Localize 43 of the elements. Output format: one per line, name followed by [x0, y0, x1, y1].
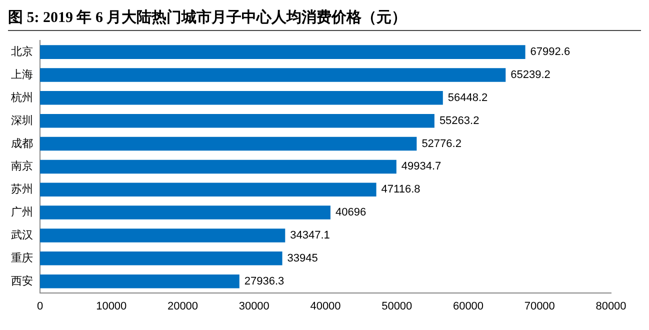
bar: [40, 91, 443, 105]
y-tick-label: 深圳: [11, 114, 33, 127]
chart-title: 图 5: 2019 年 6 月大陆热门城市月子中心人均消费价格（元）: [8, 8, 641, 31]
y-tick-label: 北京: [11, 45, 33, 58]
y-tick-label: 西安: [11, 274, 33, 288]
y-tick-label: 成都: [11, 136, 33, 150]
x-tick-label: 40000: [310, 300, 341, 312]
bar: [40, 274, 240, 288]
x-tick-label: 50000: [382, 300, 412, 312]
data-label: 49934.7: [401, 160, 442, 173]
x-tick-label: 30000: [238, 300, 270, 312]
x-tick-label: 70000: [524, 300, 555, 312]
x-tick-label: 10000: [96, 300, 127, 312]
data-label: 27936.3: [244, 275, 284, 288]
y-tick-label: 杭州: [10, 90, 33, 104]
data-label: 56448.2: [448, 92, 488, 104]
y-tick-label: 广州: [11, 206, 33, 219]
data-label: 55263.2: [439, 114, 480, 127]
bar: [40, 252, 282, 266]
y-tick-label: 武汉: [11, 228, 33, 242]
data-label: 33945: [287, 252, 318, 264]
bar: [40, 228, 286, 242]
bar: [40, 114, 434, 128]
x-tick-label: 20000: [167, 300, 198, 312]
data-label: 40696: [335, 206, 366, 219]
bar: [40, 206, 330, 220]
x-tick-label: 80000: [596, 300, 626, 312]
bar: [40, 136, 417, 151]
y-tick-label: 苏州: [11, 182, 33, 196]
data-label: 47116.8: [381, 184, 420, 196]
bar: [40, 182, 376, 197]
data-label: 67992.6: [530, 46, 570, 58]
y-tick-label: 重庆: [11, 251, 33, 264]
data-label: 65239.2: [510, 69, 550, 82]
data-label: 52776.2: [422, 138, 462, 150]
x-tick-label: 60000: [452, 300, 484, 312]
bar: [40, 160, 396, 174]
y-tick-label: 上海: [11, 68, 33, 82]
bar: [40, 68, 506, 82]
x-tick-label: 0: [36, 300, 44, 312]
data-label: 34347.1: [290, 230, 330, 242]
y-tick-label: 南京: [11, 160, 33, 173]
bar: [40, 45, 526, 59]
